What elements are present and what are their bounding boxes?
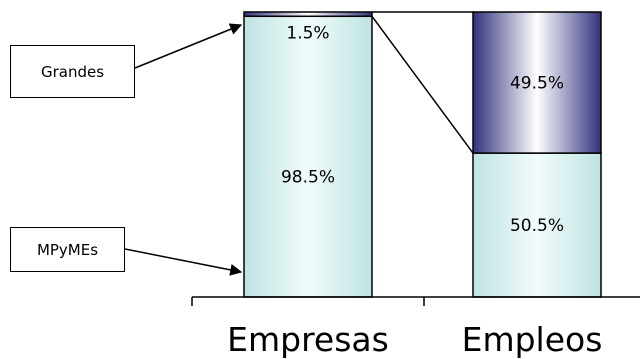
callout-arrow-mpymes bbox=[124, 248, 243, 276]
data-label-mpymes-empresas: 98.5% bbox=[281, 168, 335, 188]
bar-segment-grandes-empresas bbox=[243, 11, 373, 18]
callout-arrow-grandes bbox=[134, 23, 243, 69]
x-tick-label-empleos: Empleos bbox=[461, 320, 603, 359]
data-label-grandes-empleos: 49.5% bbox=[510, 74, 564, 94]
callout-grandes: Grandes bbox=[10, 45, 135, 98]
bar-segment-grandes-empleos bbox=[472, 11, 602, 154]
callout-mpymes-label: MPyMEs bbox=[36, 240, 99, 259]
data-label-mpymes-empleos: 50.5% bbox=[510, 216, 564, 236]
data-label-grandes-empresas: 1.5% bbox=[286, 23, 329, 43]
connector-line-lower bbox=[371, 15, 474, 154]
bar-segment-mpymes-empresas bbox=[243, 15, 373, 298]
x-tick-label-empresas: Empresas bbox=[227, 320, 389, 359]
callout-mpymes: MPyMEs bbox=[10, 227, 125, 272]
bars-layer: 98.5% 1.5% 50.5% 49.5% bbox=[243, 11, 602, 298]
callout-grandes-label: Grandes bbox=[40, 62, 105, 81]
